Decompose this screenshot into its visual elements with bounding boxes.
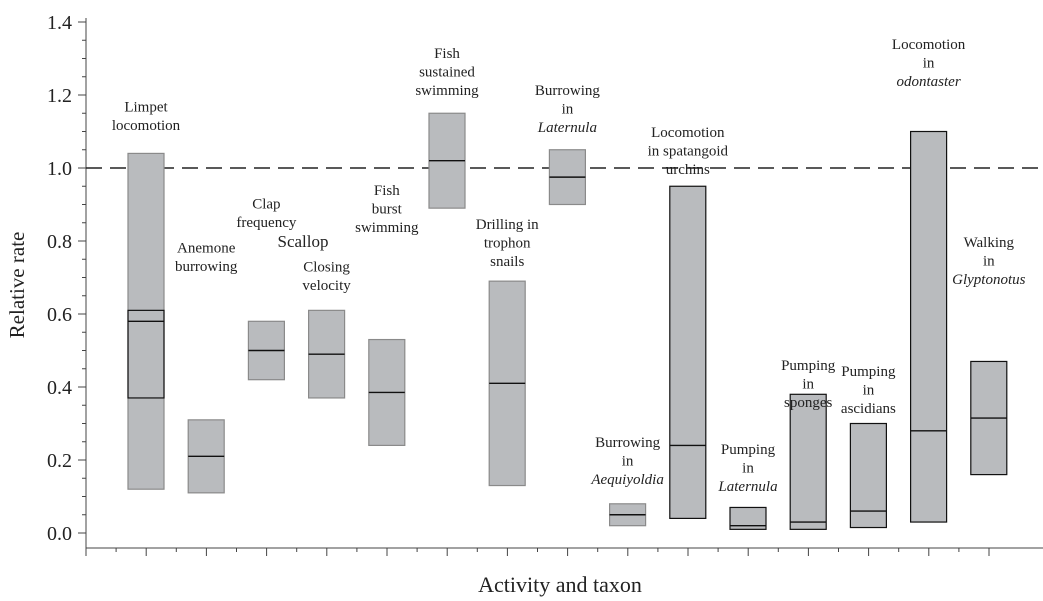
bar-label: in	[923, 56, 935, 72]
bar-label: in	[562, 102, 574, 118]
y-tick-label: 0.4	[47, 377, 72, 399]
y-axis-label: Relative rate	[5, 232, 29, 339]
bar-label: frequency	[236, 215, 296, 231]
bar-label: Drilling in	[476, 217, 539, 233]
bar-label: burrowing	[175, 259, 238, 275]
bar-label: Laternula	[717, 479, 777, 495]
bar-label: Burrowing	[595, 435, 660, 451]
bar-label: in	[622, 454, 634, 470]
range-bar	[849, 422, 888, 529]
bar-label: locomotion	[112, 118, 181, 134]
y-tick-label: 1.2	[47, 85, 72, 107]
bar-label: Limpet	[124, 100, 168, 116]
bar-label: Anemone	[177, 241, 236, 257]
bar-label: Walking	[964, 235, 1015, 251]
bar-label: in	[802, 377, 814, 393]
y-tick-label: 0.8	[47, 231, 72, 253]
bar-label: Locomotion	[651, 125, 725, 141]
bar-label: in	[742, 461, 754, 477]
bar-label: in spatangoid	[648, 144, 729, 160]
bar-label: sustained	[419, 65, 475, 81]
bar-label: urchins	[666, 162, 710, 178]
bar-label: swimming	[415, 83, 479, 99]
bar-label: Pumping	[721, 442, 776, 458]
bar-label: ascidians	[841, 401, 896, 417]
bar-label: snails	[490, 254, 524, 270]
bar-label: trophon	[484, 236, 531, 252]
bar-label: Pumping	[781, 358, 836, 374]
bar-label: burst	[372, 202, 403, 218]
bar-label: swimming	[355, 220, 419, 236]
range-bar	[669, 185, 707, 519]
bar-label: Burrowing	[535, 83, 600, 99]
bar-label: velocity	[302, 278, 351, 294]
bar-label: Fish	[374, 183, 400, 199]
bar-label: in	[983, 254, 995, 270]
bar-label: in	[863, 383, 875, 399]
y-tick-label: 1.0	[47, 158, 72, 180]
bar-label: odontaster	[897, 74, 961, 90]
bar-label: Laternula	[537, 120, 597, 136]
bar-label: Fish	[434, 46, 460, 62]
x-axis-label: Activity and taxon	[478, 572, 642, 597]
bar-label: Aequiyoldia	[590, 472, 663, 488]
y-tick-label: 0.6	[47, 304, 72, 326]
bar-label: Clap	[252, 197, 280, 213]
group-label: Scallop	[278, 232, 329, 251]
bar-label: Locomotion	[892, 37, 966, 53]
range-bar	[789, 393, 827, 530]
range-bar	[729, 506, 767, 530]
bar-label: sponges	[784, 395, 832, 411]
y-tick-label: 0.0	[47, 523, 72, 545]
bar-label: Glyptonotus	[952, 272, 1025, 288]
inner-range	[127, 309, 165, 399]
range-bar	[909, 130, 948, 523]
y-tick-label: 1.4	[47, 12, 72, 34]
bar-label: Pumping	[841, 364, 896, 380]
bar-label: Closing	[303, 260, 350, 276]
y-tick-label: 0.2	[47, 450, 72, 472]
